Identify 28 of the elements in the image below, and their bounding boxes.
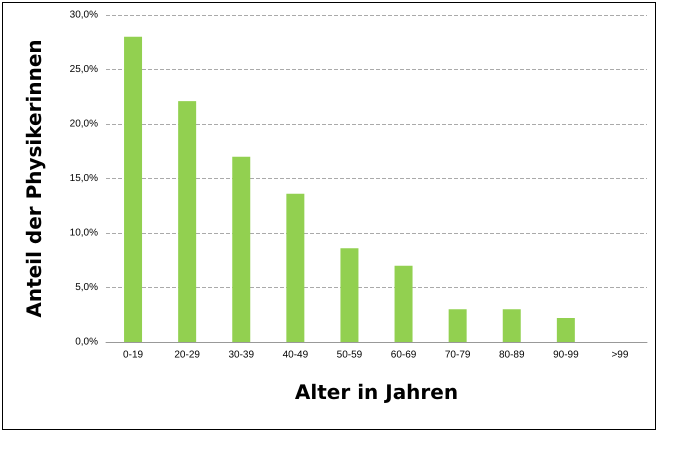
y-tick-label: 10,0%	[70, 228, 98, 238]
x-tick-label: 20-29	[174, 350, 200, 360]
y-tick-label: 15,0%	[70, 173, 98, 184]
bar	[232, 156, 250, 342]
x-tick-label: 0-19	[123, 350, 144, 360]
x-tick-label: 70-79	[444, 350, 471, 360]
y-tick-label: 30,0%	[70, 10, 98, 20]
x-axis-title: Alter in Jahren	[294, 380, 458, 404]
x-tick-label: 80-89	[498, 350, 525, 360]
y-tick-label: 0,0%	[75, 336, 98, 348]
x-tick-label: 90-99	[553, 350, 580, 360]
bar	[124, 36, 142, 342]
bar	[502, 309, 521, 342]
x-tick-label: 40-49	[282, 350, 309, 360]
bar	[448, 309, 467, 342]
bar	[286, 194, 304, 342]
bar	[394, 266, 413, 342]
x-tick-label: >99	[611, 350, 629, 360]
y-axis-title: Anteil der Physikerinnen	[22, 39, 46, 318]
bar	[556, 318, 575, 342]
x-tick-label: 50-59	[336, 350, 363, 360]
x-tick-label: 60-69	[390, 350, 417, 360]
bar	[340, 248, 358, 342]
x-tick-label: 30-39	[228, 350, 254, 360]
y-tick-label: 20,0%	[70, 118, 98, 130]
bar	[178, 101, 196, 342]
y-tick-label: 25,0%	[70, 64, 98, 75]
y-tick-label: 5,0%	[75, 282, 98, 293]
